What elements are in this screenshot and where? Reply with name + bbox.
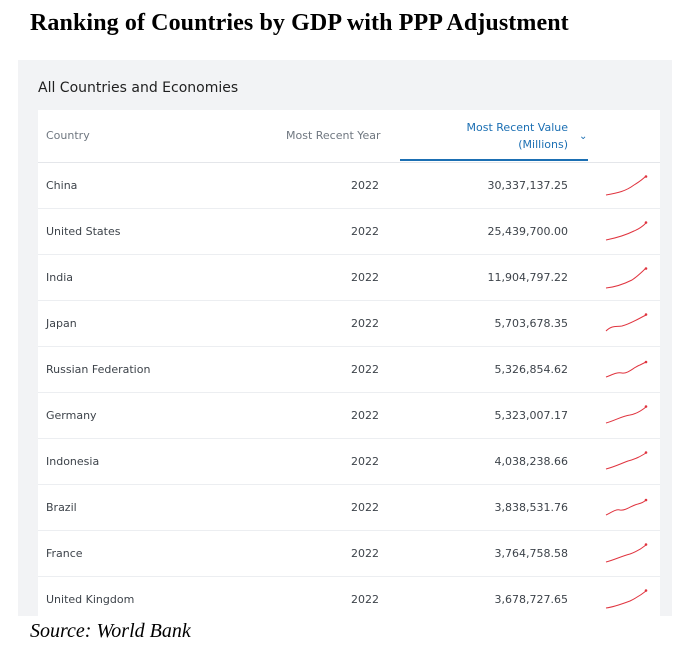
table-row[interactable]: France 2022 3,764,758.58	[38, 531, 660, 577]
page-title: Ranking of Countries by GDP with PPP Adj…	[30, 10, 569, 36]
cell-country[interactable]: United Kingdom	[46, 593, 135, 606]
sparkline	[605, 451, 648, 470]
cell-country[interactable]: Brazil	[46, 501, 77, 514]
cell-year: 2022	[351, 363, 379, 376]
sparkline	[605, 543, 648, 563]
source-note: Source: World Bank	[30, 620, 191, 642]
gdp-table: Country Most Recent Year Most Recent Val…	[38, 110, 660, 616]
sort-indicator	[400, 159, 588, 161]
cell-country[interactable]: India	[46, 271, 73, 284]
cell-value: 5,703,678.35	[494, 317, 568, 330]
sparkline	[605, 267, 648, 289]
sparkline	[605, 221, 648, 241]
cell-year: 2022	[351, 547, 379, 560]
table-row[interactable]: Russian Federation 2022 5,326,854.62	[38, 347, 660, 393]
cell-value: 30,337,137.25	[487, 179, 568, 192]
cell-value: 5,326,854.62	[494, 363, 568, 376]
cell-year: 2022	[351, 455, 379, 468]
cell-value: 3,838,531.76	[494, 501, 568, 514]
cell-year: 2022	[351, 225, 379, 238]
cell-year: 2022	[351, 409, 379, 422]
cell-year: 2022	[351, 317, 379, 330]
cell-country[interactable]: United States	[46, 225, 121, 238]
cell-country[interactable]: France	[46, 547, 83, 560]
countries-panel: All Countries and Economies Country Most…	[18, 60, 672, 616]
column-header-value-line2: (Millions)	[518, 138, 568, 151]
sparkline	[605, 175, 648, 196]
table-row[interactable]: Indonesia 2022 4,038,238.66	[38, 439, 660, 485]
cell-country[interactable]: China	[46, 179, 78, 192]
cell-value: 5,323,007.17	[494, 409, 568, 422]
table-header: Country Most Recent Year Most Recent Val…	[38, 110, 660, 163]
sparkline	[605, 313, 648, 332]
table-row[interactable]: China 2022 30,337,137.25	[38, 163, 660, 209]
cell-value: 11,904,797.22	[487, 271, 568, 284]
cell-value: 25,439,700.00	[487, 225, 568, 238]
sparkline	[605, 498, 648, 516]
cell-country[interactable]: Japan	[46, 317, 77, 330]
cell-country[interactable]: Germany	[46, 409, 97, 422]
table-row[interactable]: Germany 2022 5,323,007.17	[38, 393, 660, 439]
table-row[interactable]: India 2022 11,904,797.22	[38, 255, 660, 301]
sparkline	[605, 360, 648, 378]
cell-country[interactable]: Russian Federation	[46, 363, 151, 376]
cell-value: 3,678,727.65	[494, 593, 568, 606]
cell-country[interactable]: Indonesia	[46, 455, 100, 468]
panel-title: All Countries and Economies	[38, 80, 239, 96]
cell-year: 2022	[351, 501, 379, 514]
chevron-down-icon[interactable]: ⌄	[579, 131, 588, 142]
table-row[interactable]: United States 2022 25,439,700.00	[38, 209, 660, 255]
column-header-year[interactable]: Most Recent Year	[286, 129, 381, 142]
sparkline	[605, 405, 648, 424]
cell-year: 2022	[351, 271, 379, 284]
cell-year: 2022	[351, 593, 379, 606]
sparkline	[605, 589, 648, 609]
cell-year: 2022	[351, 179, 379, 192]
cell-value: 3,764,758.58	[494, 547, 568, 560]
column-header-country[interactable]: Country	[46, 129, 90, 142]
column-header-value-line1: Most Recent Value	[466, 121, 568, 134]
table-row[interactable]: United Kingdom 2022 3,678,727.65	[38, 577, 660, 616]
cell-value: 4,038,238.66	[494, 455, 568, 468]
table-row[interactable]: Japan 2022 5,703,678.35	[38, 301, 660, 347]
table-row[interactable]: Brazil 2022 3,838,531.76	[38, 485, 660, 531]
column-header-value[interactable]: Most Recent Value (Millions)	[438, 119, 568, 153]
